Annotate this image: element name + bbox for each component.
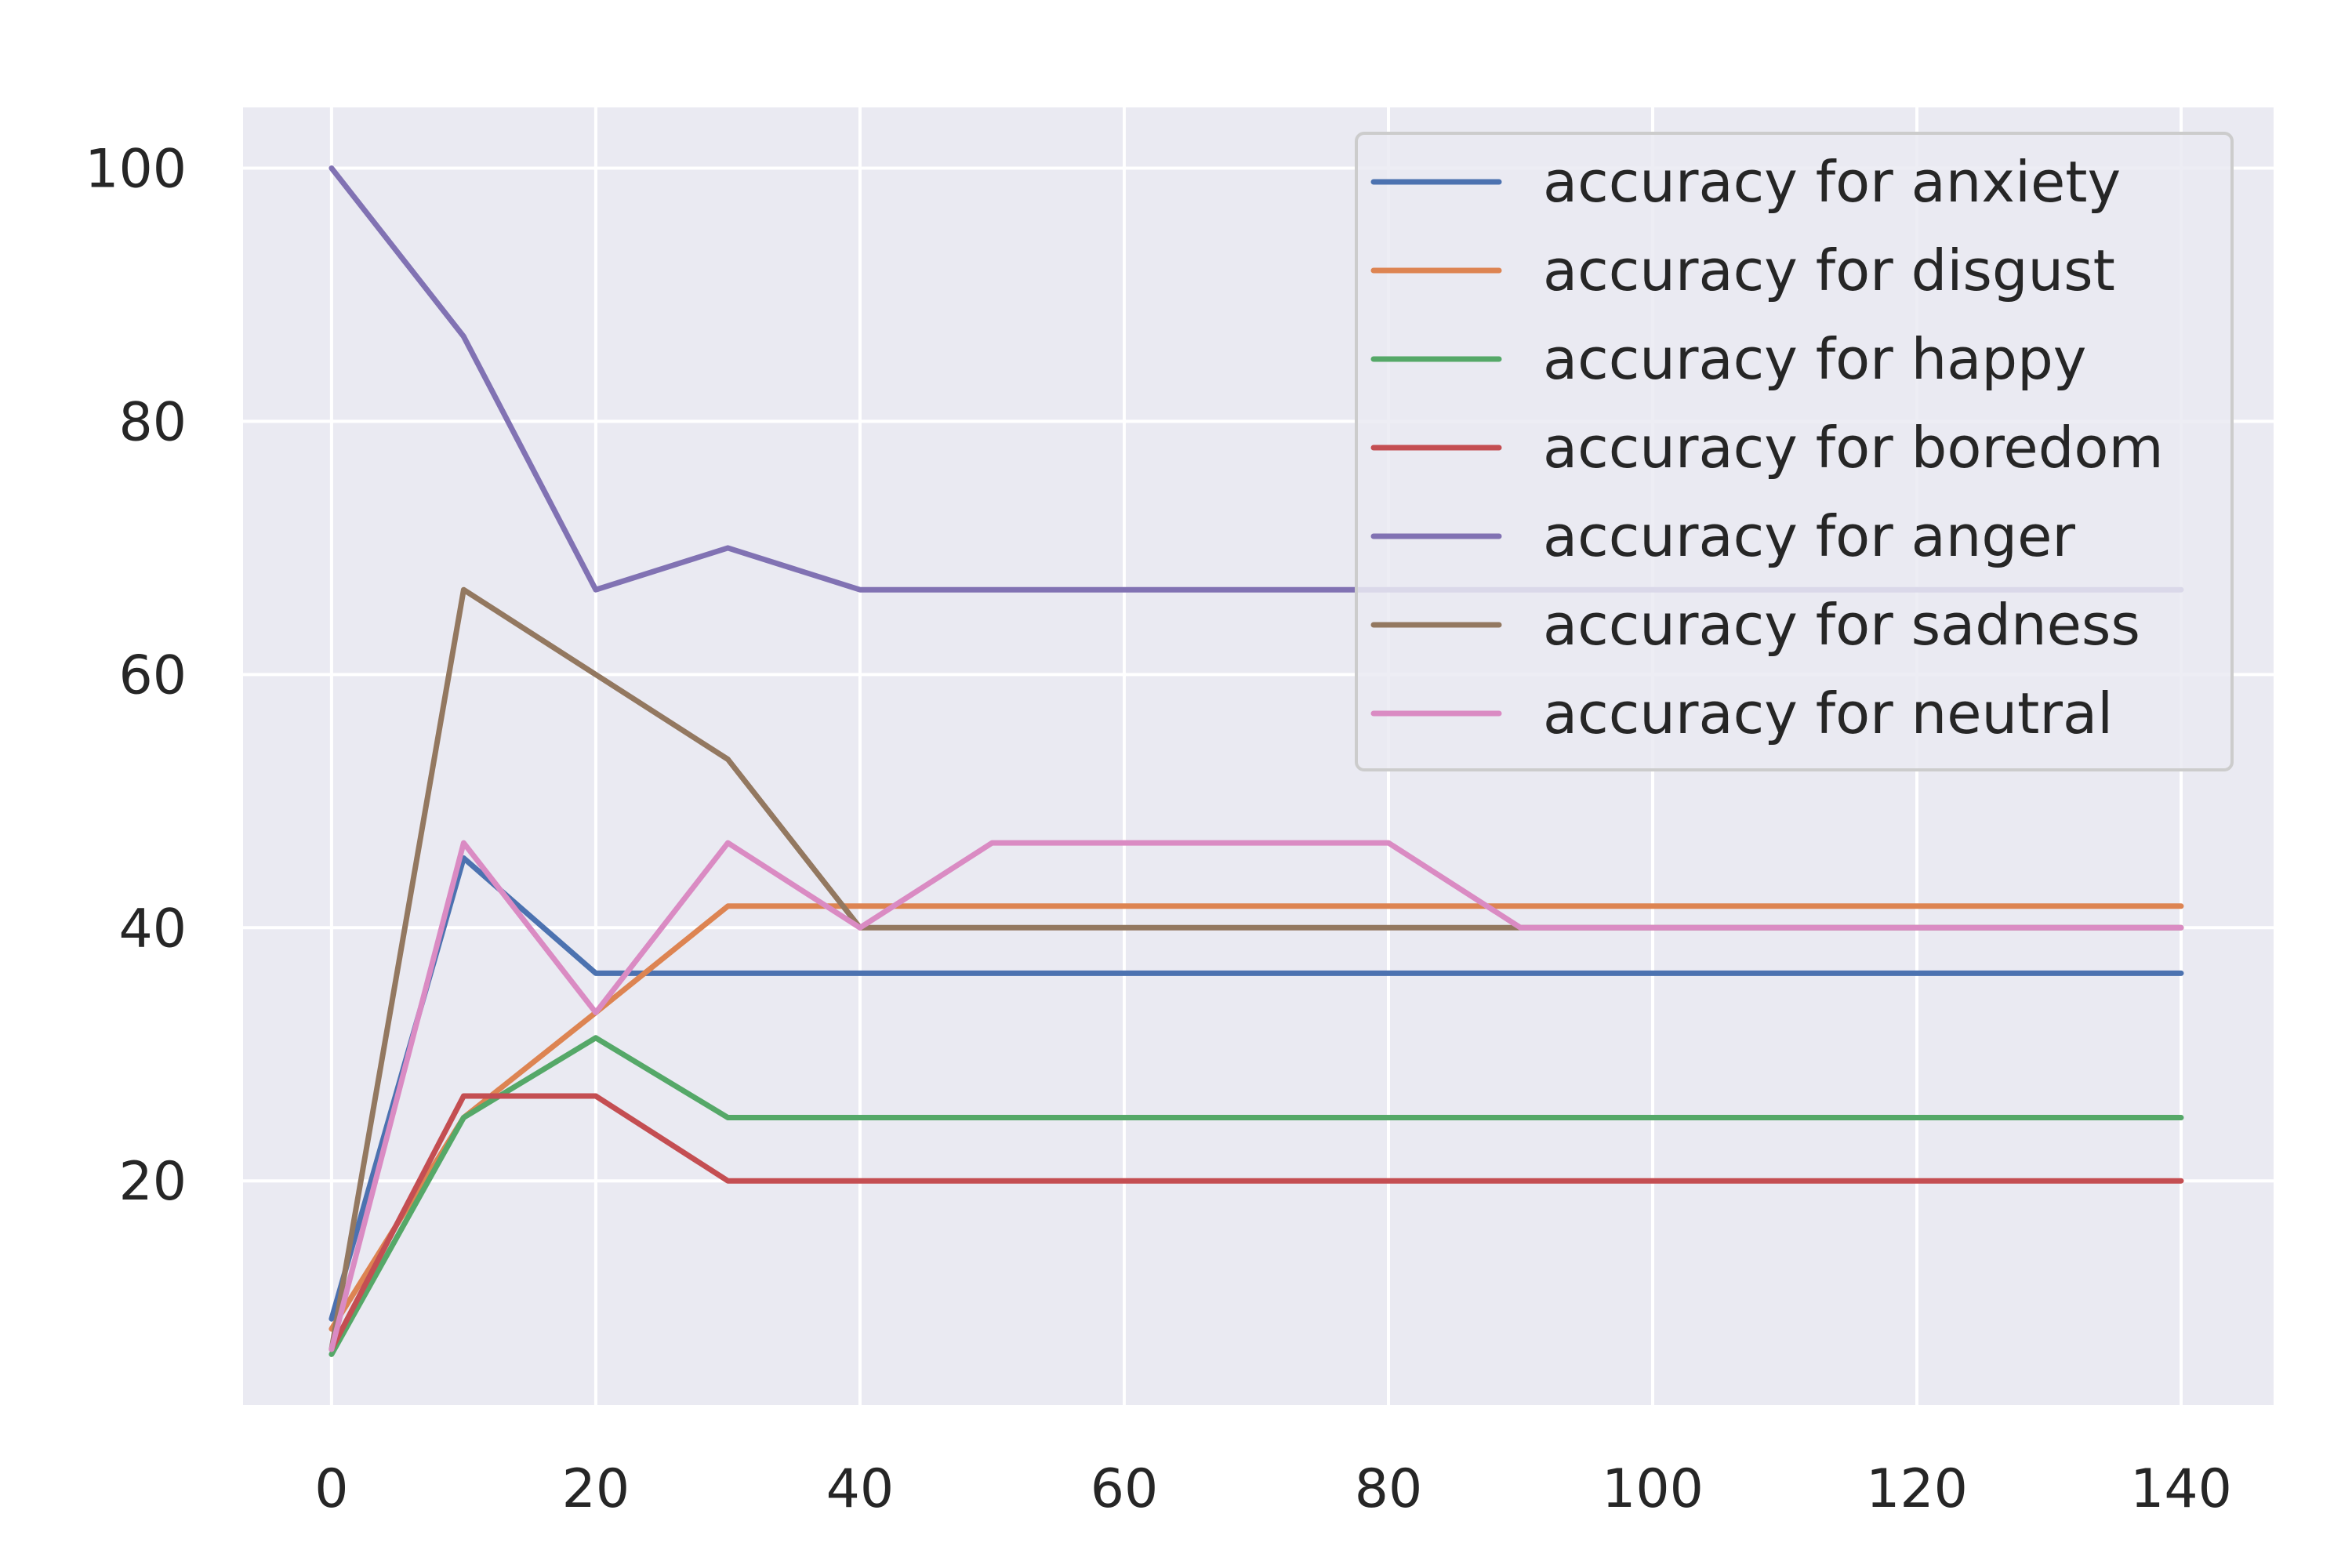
- series-lines: [328, 165, 2184, 1357]
- y-tick-label: 20: [118, 1151, 187, 1213]
- x-tick-label: 80: [1355, 1458, 1423, 1520]
- legend-label: accuracy for disgust: [1543, 238, 2115, 303]
- x-tick-label: 20: [562, 1458, 630, 1520]
- series-line-3: [328, 1093, 2184, 1352]
- x-tick-label: 120: [1866, 1458, 1968, 1520]
- y-tick-label: 40: [118, 898, 187, 960]
- series-line-0: [328, 855, 2184, 1322]
- legend-label: accuracy for anxiety: [1543, 149, 2121, 215]
- y-tick-label: 100: [85, 139, 187, 201]
- legend-label: accuracy for anger: [1543, 503, 2075, 569]
- legend-label: accuracy for boredom: [1543, 415, 2164, 481]
- x-tick-label: 140: [2130, 1458, 2232, 1520]
- legend: accuracy for anxiety accuracy for disgust…: [1355, 132, 2234, 771]
- series-line-2: [328, 1035, 2184, 1357]
- series-line-6: [328, 840, 2184, 1352]
- y-tick-label: 80: [118, 391, 187, 453]
- x-tick-label: 40: [826, 1458, 895, 1520]
- x-tick-label: 100: [1602, 1458, 1704, 1520]
- legend-label: accuracy for neutral: [1543, 681, 2113, 746]
- x-axis-ticks: 0 20 40 60 80 100 120 140: [314, 1458, 2232, 1520]
- legend-label: accuracy for happy: [1543, 326, 2086, 392]
- y-axis-ticks: 20 40 60 80 100: [85, 139, 187, 1214]
- legend-box: [1355, 132, 2234, 771]
- series-line-1: [328, 903, 2184, 1332]
- legend-label: accuracy for sadness: [1543, 592, 2140, 658]
- y-tick-label: 60: [118, 644, 187, 706]
- x-tick-label: 60: [1091, 1458, 1159, 1520]
- x-tick-label: 0: [314, 1458, 348, 1520]
